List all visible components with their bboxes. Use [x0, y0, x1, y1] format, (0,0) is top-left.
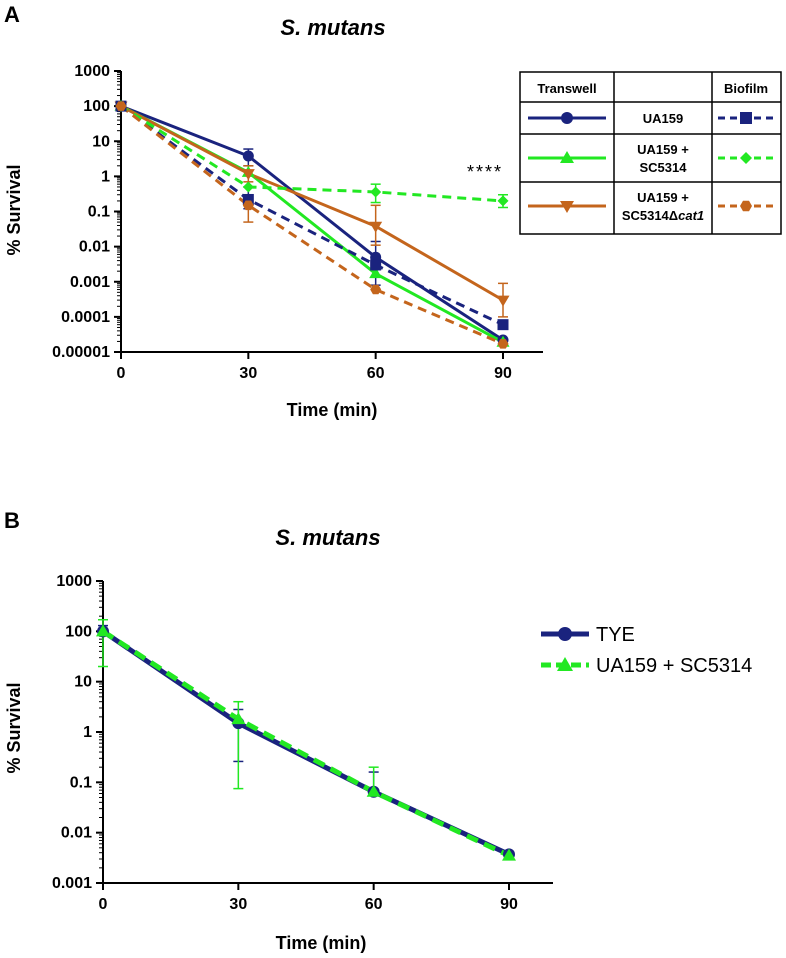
legend-b-entry-2: UA159 + SC5314	[596, 655, 752, 677]
panel-a-significance: ****	[467, 162, 503, 182]
b-x-tick-label: 90	[500, 896, 518, 913]
panel-b-plot: 1000 100 10 1 0.1 0.01 0.001 0 30 60 90	[52, 573, 553, 913]
legend-b-entry-1: TYE	[596, 624, 635, 646]
legend-header-transwell: Transwell	[537, 81, 596, 96]
legend-transwell-marker	[560, 151, 574, 163]
a-point-s5	[497, 195, 509, 207]
a-point-s3	[496, 295, 510, 307]
a-point-s4	[370, 259, 382, 271]
b-y-tick-label: 0.001	[52, 875, 92, 892]
panel-a-legend-table: Transwell Biofilm UA159 UA159 + SC5314 U…	[519, 71, 782, 235]
b-y-tick-label: 0.01	[61, 825, 92, 842]
a-x-tick-label: 0	[117, 365, 126, 382]
panel-b-legend: TYE UA159 + SC5314	[541, 624, 752, 677]
a-y-tick-label: 1000	[74, 63, 110, 80]
b-series-line-1	[101, 629, 511, 857]
a-x-tick-label: 30	[239, 365, 257, 382]
a-point-s3	[369, 221, 383, 233]
a-point-s6	[370, 284, 382, 295]
legend-row-3-name-line-2: SC5314Δcat1	[622, 208, 704, 223]
a-y-tick-label: 0.00001	[52, 344, 110, 361]
a-point-s4	[242, 193, 254, 205]
legend-b-marker-1	[558, 627, 572, 641]
b-y-tick-label: 10	[74, 674, 92, 691]
a-y-tick-label: 0.01	[79, 239, 110, 256]
a-x-tick-label: 60	[367, 365, 385, 382]
legend-symbols	[528, 112, 775, 213]
legend-row-1-name: UA159	[643, 111, 683, 126]
a-y-tick-label: 10	[92, 133, 110, 150]
b-x-tick-label: 0	[99, 896, 108, 913]
panel-b-legend-symbols	[541, 627, 589, 671]
a-y-tick-label: 1	[101, 168, 110, 185]
legend-biofilm-marker	[740, 152, 752, 164]
legend-row-2-name-line-1: UA159 +	[637, 142, 689, 157]
panel-a-label: A	[4, 2, 20, 27]
a-series-line-3	[120, 104, 504, 302]
a-x-tick-label: 90	[494, 365, 512, 382]
b-point-s2	[502, 848, 516, 861]
legend-transwell-marker	[560, 201, 574, 213]
a-point-s5	[242, 181, 254, 193]
a-y-tick-label: 0.1	[88, 204, 110, 221]
a-y-tick-label: 0.0001	[61, 309, 110, 326]
b-y-tick-label: 1000	[56, 573, 92, 590]
panel-a-plot: 1000 100 10 1 0.1 0.01 0.001 0.0001 0.00001 0 30 60…	[52, 63, 543, 382]
panel-a-y-axis-label: % Survival	[4, 164, 24, 255]
b-y-tick-label: 0.1	[70, 774, 92, 791]
a-series-line-6	[120, 104, 504, 346]
b-point-s2	[231, 712, 246, 725]
a-point-s2	[369, 267, 383, 279]
a-y-tick-label: 0.001	[70, 274, 110, 291]
legend-biofilm-marker	[740, 112, 752, 124]
panel-b-title: S. mutans	[275, 525, 380, 550]
panel-a-x-axis-label: Time (min)	[287, 400, 378, 420]
panel-b-label: B	[4, 508, 20, 533]
a-point-s6	[115, 101, 127, 111]
a-series-line-4	[120, 104, 504, 327]
legend-row-2-name-line-2: SC5314	[640, 160, 688, 175]
legend-header-biofilm: Biofilm	[724, 81, 768, 96]
a-point-s6	[497, 339, 509, 349]
legend-row-3-name-line-1: UA159 +	[637, 190, 689, 205]
legend-biofilm-marker	[740, 200, 752, 212]
b-series-line-2	[101, 629, 511, 858]
b-point-s2	[366, 784, 381, 797]
b-y-tick-label: 1	[83, 724, 92, 741]
b-x-tick-label: 30	[229, 896, 247, 913]
a-series-line-1	[120, 104, 504, 342]
a-series-line-5	[120, 104, 504, 203]
b-y-tick-label: 100	[65, 623, 92, 640]
a-point-s3	[241, 169, 255, 181]
b-point-s2	[96, 624, 110, 637]
b-x-tick-label: 60	[365, 896, 383, 913]
legend-b-marker-2	[557, 657, 573, 671]
a-point-s4	[497, 319, 509, 331]
panel-a-title: S. mutans	[280, 15, 385, 40]
panel-b-x-axis-label: Time (min)	[276, 933, 367, 953]
a-point-s5	[370, 186, 382, 198]
a-point-s1	[242, 150, 254, 162]
panel-b-y-axis-label: % Survival	[4, 682, 24, 773]
legend-transwell-marker	[561, 112, 573, 124]
a-y-tick-label: 100	[83, 98, 110, 115]
a-point-s6	[242, 200, 254, 211]
